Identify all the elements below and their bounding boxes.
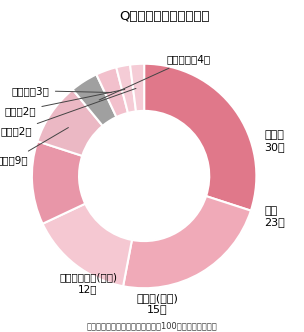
Wedge shape [144,64,256,211]
Wedge shape [37,90,103,156]
Text: 頭痛　2人: 頭痛 2人 [0,88,136,136]
Text: （オーダーメイドピローご愛用者100人に聞きました）: （オーダーメイドピローご愛用者100人に聞きました） [87,321,217,330]
Text: その他　3人: その他 3人 [12,86,111,96]
Wedge shape [73,74,116,126]
Text: Q．改善された症状は？: Q．改善された症状は？ [119,10,209,23]
Text: 寝心地(よい)
15人: 寝心地(よい) 15人 [137,293,178,314]
Text: 少し不満　4人: 少し不満 4人 [99,54,211,100]
Wedge shape [130,64,144,112]
Text: 首痛　9人: 首痛 9人 [0,127,68,165]
Wedge shape [116,65,136,113]
Text: 肩こり
30人: 肩こり 30人 [264,130,285,152]
Wedge shape [96,67,128,117]
Wedge shape [32,141,85,224]
Text: 腰痛　2人: 腰痛 2人 [5,89,125,116]
Text: メンテナンス(よい)
12人: メンテナンス(よい) 12人 [59,273,117,294]
Wedge shape [43,204,132,286]
Text: 不眠
23人: 不眠 23人 [264,206,285,227]
Wedge shape [123,196,251,288]
